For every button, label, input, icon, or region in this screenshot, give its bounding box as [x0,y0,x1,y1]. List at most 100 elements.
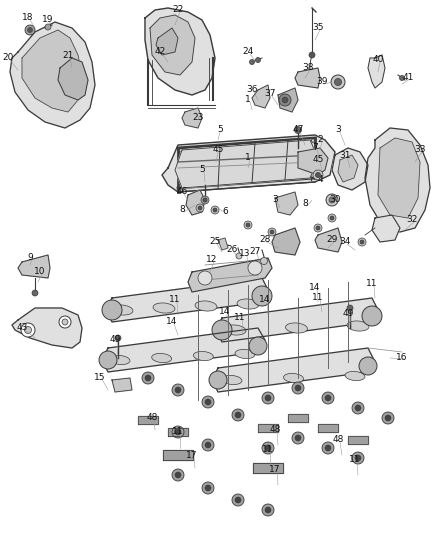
Circle shape [347,305,353,311]
Circle shape [232,409,244,421]
Circle shape [270,230,274,234]
Circle shape [175,429,181,435]
Circle shape [358,238,366,246]
Text: 48: 48 [146,413,158,422]
Ellipse shape [286,323,307,333]
Text: 11: 11 [172,427,184,437]
Circle shape [25,25,35,35]
Text: 12: 12 [206,255,218,264]
Circle shape [25,327,32,334]
Polygon shape [272,228,300,255]
Text: 5: 5 [199,166,205,174]
Text: 8: 8 [302,199,308,208]
Circle shape [32,290,38,296]
Text: 39: 39 [316,77,328,86]
Circle shape [322,442,334,454]
Text: 4: 4 [317,175,323,184]
Circle shape [172,469,184,481]
Ellipse shape [110,356,130,365]
Polygon shape [372,215,400,242]
Circle shape [201,196,209,204]
Ellipse shape [111,305,133,315]
Circle shape [172,426,184,438]
Text: 45: 45 [312,156,324,165]
Circle shape [330,216,334,220]
Text: 43: 43 [16,322,28,332]
Circle shape [196,204,204,212]
Text: 18: 18 [22,13,34,22]
Circle shape [279,94,291,106]
Circle shape [248,261,262,275]
Circle shape [262,504,274,516]
Polygon shape [112,378,132,392]
Polygon shape [145,8,215,95]
Text: 13: 13 [239,249,251,259]
Polygon shape [186,190,205,215]
Polygon shape [365,128,430,232]
Circle shape [249,337,267,355]
Text: 17: 17 [269,465,281,474]
Polygon shape [378,138,420,218]
Circle shape [175,387,181,393]
Polygon shape [275,192,298,215]
Circle shape [235,497,241,503]
Circle shape [212,320,232,340]
Text: 33: 33 [414,146,426,155]
Circle shape [232,494,244,506]
Text: 36: 36 [246,85,258,94]
Text: 49: 49 [343,310,354,319]
Text: 35: 35 [312,23,324,33]
Text: 11: 11 [349,456,361,464]
Text: 2: 2 [317,135,323,144]
Text: 11: 11 [169,295,181,304]
Circle shape [294,126,301,133]
Circle shape [45,24,51,30]
Ellipse shape [237,299,259,309]
Circle shape [236,253,242,259]
Text: 24: 24 [242,47,254,56]
Text: 38: 38 [302,63,314,72]
Circle shape [244,221,252,229]
Polygon shape [162,135,335,192]
Text: 15: 15 [94,373,106,382]
Polygon shape [102,328,265,372]
Text: 10: 10 [34,268,46,277]
Polygon shape [338,155,358,182]
Text: 14: 14 [309,282,321,292]
Ellipse shape [222,375,242,385]
Polygon shape [212,348,374,392]
Ellipse shape [345,372,365,381]
Circle shape [268,228,276,236]
Circle shape [203,198,207,202]
Circle shape [102,300,122,320]
Polygon shape [10,22,95,128]
Ellipse shape [347,321,369,331]
Circle shape [262,442,274,454]
Polygon shape [348,436,368,444]
Circle shape [292,382,304,394]
Text: 1: 1 [245,95,251,104]
Circle shape [175,472,181,478]
Text: 11: 11 [262,446,274,455]
Circle shape [255,58,261,62]
Text: 14: 14 [219,308,231,317]
Circle shape [385,415,391,421]
Polygon shape [258,424,278,432]
Text: 19: 19 [42,15,54,25]
Ellipse shape [195,301,217,311]
Circle shape [282,97,288,103]
Polygon shape [12,308,82,348]
Circle shape [382,412,394,424]
Polygon shape [278,88,298,112]
Circle shape [28,28,32,33]
Text: 48: 48 [269,425,281,434]
Text: 14: 14 [259,295,271,304]
Text: 20: 20 [2,53,14,62]
Circle shape [211,206,219,214]
Circle shape [205,485,211,491]
Circle shape [325,395,331,401]
Circle shape [309,52,315,58]
Circle shape [355,455,361,461]
Polygon shape [368,55,385,88]
Polygon shape [188,258,272,292]
